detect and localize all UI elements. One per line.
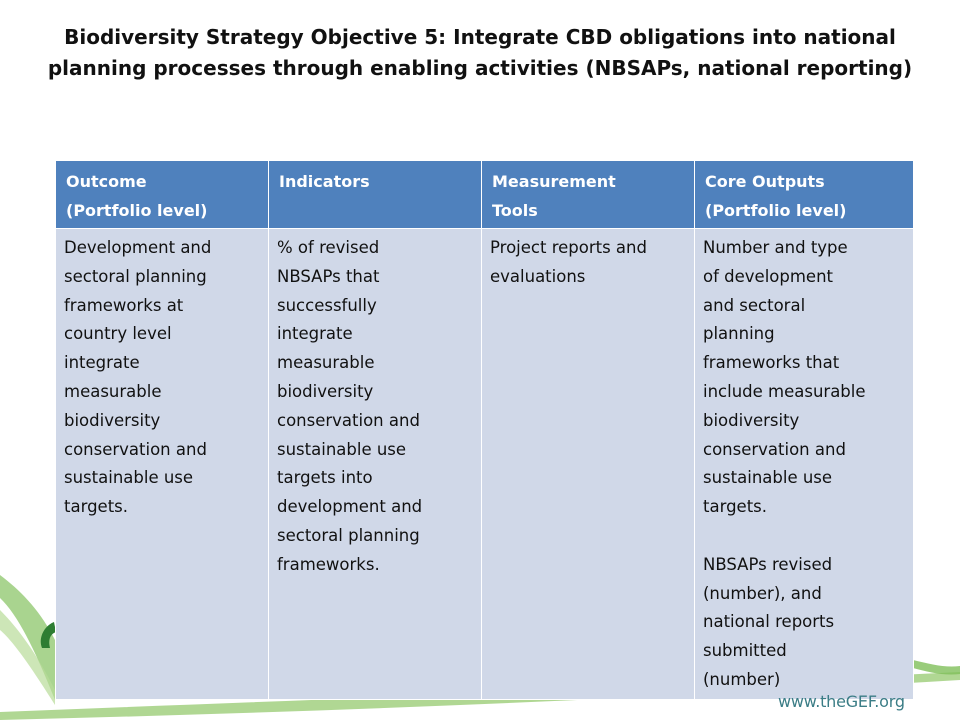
cell-outcome: Development and sectoral planning framew… (55, 228, 269, 700)
slide-title-bold: Biodiversity Strategy Objective 5: (64, 25, 447, 49)
gef-website-link[interactable]: www.theGEF.org (778, 692, 905, 711)
cell-indicators: % of revised NBSAPs that successfully in… (268, 228, 482, 700)
cell-measurement-tools: Project reports and evaluations (481, 228, 695, 700)
cell-core-outputs: Number and type of development and secto… (694, 228, 914, 700)
header-indicators: Indicators (268, 160, 482, 229)
left-green-swoosh-inner (0, 610, 55, 705)
header-measurement-tools: Measurement Tools (481, 160, 695, 229)
header-core-outputs: Core Outputs (Portfolio level) (694, 160, 914, 229)
header-outcome: Outcome (Portfolio level) (55, 160, 269, 229)
gef-logo-mark (40, 622, 56, 648)
right-green-swoosh (913, 660, 960, 675)
table-header-row: Outcome (Portfolio level) Indicators Mea… (55, 160, 914, 229)
slide-title-rest: Integrate CBD obligations into national … (47, 25, 913, 80)
table-row: Development and sectoral planning framew… (55, 228, 914, 700)
slide-title: Biodiversity Strategy Objective 5: Integ… (20, 22, 940, 84)
left-green-swoosh (0, 575, 55, 700)
objective-table: Outcome (Portfolio level) Indicators Mea… (55, 160, 914, 700)
